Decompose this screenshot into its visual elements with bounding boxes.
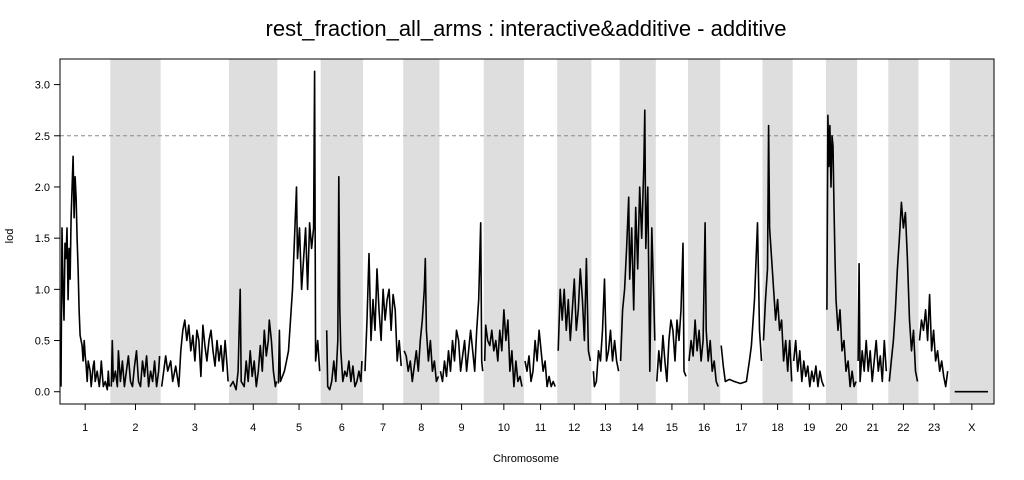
y-axis-label: lod bbox=[4, 229, 16, 244]
lod-trace-chr-6 bbox=[325, 175, 363, 391]
plot-frame bbox=[59, 58, 995, 405]
lod-series bbox=[60, 70, 988, 393]
x-tick-label-1: 1 bbox=[82, 422, 88, 434]
lod-trace-chr-21 bbox=[857, 262, 888, 383]
y-tick-label-0.5: 0.5 bbox=[35, 336, 50, 348]
lod-trace-chr-9 bbox=[439, 222, 484, 383]
lod-trace-chr-7 bbox=[364, 252, 402, 372]
x-tick-label-17: 17 bbox=[735, 422, 747, 434]
y-tick-label-1.5: 1.5 bbox=[35, 233, 50, 245]
x-tick-label-21: 21 bbox=[867, 422, 879, 434]
x-tick-label-8: 8 bbox=[418, 422, 424, 434]
x-tick-label-5: 5 bbox=[296, 422, 302, 434]
lod-trace-chr-2 bbox=[110, 339, 161, 388]
x-tick-label-X: X bbox=[968, 422, 976, 434]
x-tick-label-18: 18 bbox=[771, 422, 783, 434]
x-tick-label-15: 15 bbox=[666, 422, 678, 434]
x-tick-label-23: 23 bbox=[928, 422, 940, 434]
lod-trace-chr-14 bbox=[619, 109, 656, 373]
y-tick-label-2.0: 2.0 bbox=[35, 182, 50, 194]
lod-trace-chr-5 bbox=[277, 70, 321, 384]
lod-trace-chr-4 bbox=[229, 288, 278, 391]
chromosome-band-8 bbox=[403, 59, 440, 404]
x-tick-label-13: 13 bbox=[599, 422, 611, 434]
lod-trace-chr-17 bbox=[720, 222, 763, 385]
x-tick-label-22: 22 bbox=[897, 422, 909, 434]
lod-trace-chr-1 bbox=[60, 155, 111, 391]
x-tick-label-12: 12 bbox=[568, 422, 580, 434]
lod-trace-chr-15 bbox=[656, 242, 687, 383]
chromosome-band-4 bbox=[229, 59, 278, 404]
x-tick-label-6: 6 bbox=[339, 422, 345, 434]
x-tick-label-2: 2 bbox=[132, 422, 138, 434]
chromosome-band-12 bbox=[557, 59, 592, 404]
lod-trace-chr-11 bbox=[524, 329, 556, 388]
lod-trace-chr-12 bbox=[557, 257, 592, 362]
lod-trace-chr-18 bbox=[762, 124, 793, 382]
lod-trace-chr-19 bbox=[792, 339, 825, 388]
y-axis: 0.0 0.5 1.0 1.5 2.0 2.5 3.0 bbox=[35, 80, 60, 399]
chromosome-band-20 bbox=[825, 59, 858, 404]
lod-trace-chr-10 bbox=[483, 308, 523, 388]
lod-trace-chr-3 bbox=[160, 319, 229, 388]
chromosome-band-X bbox=[949, 59, 994, 404]
x-tick-label-4: 4 bbox=[250, 422, 256, 434]
lod-trace-chr-20 bbox=[826, 114, 857, 388]
x-tick-label-11: 11 bbox=[535, 422, 546, 434]
x-tick-label-19: 19 bbox=[803, 422, 815, 434]
x-tick-label-20: 20 bbox=[835, 422, 847, 434]
y-tick-label-0.0: 0.0 bbox=[35, 387, 50, 399]
x-tick-label-10: 10 bbox=[498, 422, 510, 434]
y-tick-label-3.0: 3.0 bbox=[35, 80, 50, 92]
x-tick-label-3: 3 bbox=[192, 422, 198, 434]
x-axis: 1 2 3 4 5 6 7 8 9 10 11 12 13 14 15 16 17 18 19 20 21 22 23 X bbox=[82, 404, 976, 434]
lod-trace-chr-8 bbox=[403, 257, 440, 383]
chromosome-band-10 bbox=[483, 59, 524, 404]
x-axis-label: Chromosome bbox=[493, 453, 559, 465]
chart-title: rest_fraction_all_arms : interactive&add… bbox=[266, 16, 787, 41]
y-tick-label-2.5: 2.5 bbox=[35, 131, 50, 143]
x-tick-label-16: 16 bbox=[698, 422, 710, 434]
y-tick-label-1.0: 1.0 bbox=[35, 284, 50, 296]
lod-trace-chr-16 bbox=[688, 222, 719, 387]
x-tick-label-14: 14 bbox=[632, 422, 644, 434]
lod-trace-chr-22 bbox=[888, 201, 919, 382]
lod-trace-chr-23 bbox=[918, 293, 949, 388]
lod-trace-chr-13 bbox=[592, 278, 620, 388]
x-tick-label-7: 7 bbox=[380, 422, 386, 434]
x-tick-label-9: 9 bbox=[459, 422, 465, 434]
chromosome-band-2 bbox=[110, 59, 161, 404]
